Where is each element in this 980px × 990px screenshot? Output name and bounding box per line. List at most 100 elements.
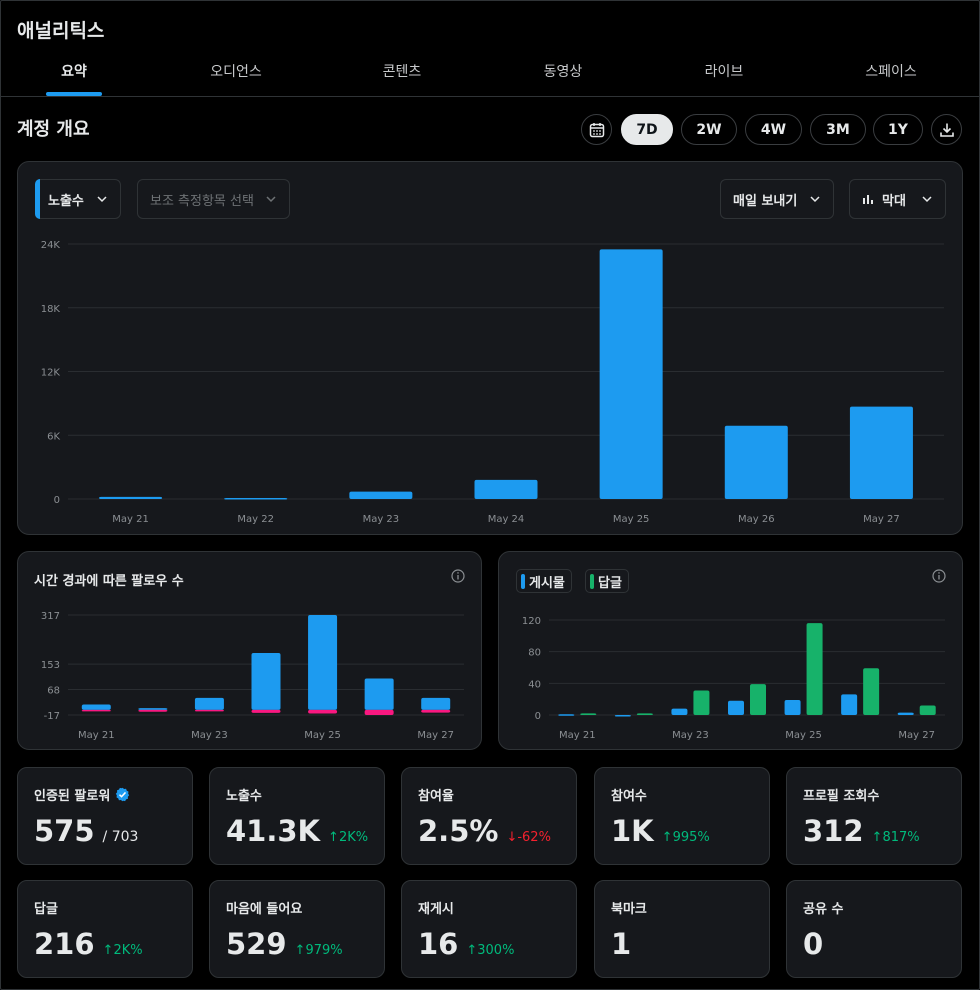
calendar-button[interactable]: [581, 114, 612, 145]
stat-value-row: 2.5% ↓-62%: [418, 814, 551, 848]
stat-value-row: 529 ↑979%: [226, 927, 343, 961]
bar[interactable]: [728, 700, 744, 715]
bar[interactable]: [224, 497, 288, 500]
bar[interactable]: [849, 406, 913, 499]
legend-posts[interactable]: 게시물: [516, 569, 572, 593]
bar[interactable]: [841, 694, 858, 715]
stat-value-row: 0: [803, 927, 823, 961]
tab-spaces[interactable]: 스페이스: [841, 52, 941, 96]
y-tick-label: 120: [522, 616, 541, 627]
stat-card[interactable]: 북마크 1: [594, 880, 770, 978]
tab-audience[interactable]: 오디언스: [186, 52, 286, 96]
bar[interactable]: [421, 697, 451, 710]
info-icon[interactable]: [451, 569, 465, 583]
range-2w-button[interactable]: 2W: [681, 114, 737, 145]
y-tick-label: 40: [528, 679, 541, 690]
bar[interactable]: [784, 699, 801, 715]
x-tick-label: May 21: [112, 514, 149, 525]
download-button[interactable]: [931, 114, 962, 145]
stat-label: 북마크: [611, 898, 647, 917]
stat-delta-value: 2K%: [113, 943, 143, 958]
bar[interactable]: [99, 496, 163, 499]
bar[interactable]: [636, 713, 653, 715]
bar[interactable]: [364, 709, 394, 715]
bar[interactable]: [693, 690, 710, 715]
y-tick-label: -17: [44, 711, 60, 722]
bar[interactable]: [863, 668, 880, 715]
stat-card[interactable]: 재게시 16 ↑300%: [401, 880, 577, 978]
secondary-metric-dropdown[interactable]: 보조 측정항목 선택: [137, 179, 290, 219]
primary-metric-dropdown[interactable]: 노출수: [35, 179, 121, 219]
main-chart-card: 노출수 보조 측정항목 선택 매일 보내기 막대 0 6K 12K 18K 24K May…: [17, 161, 963, 535]
stat-value: 41.3K: [226, 814, 321, 848]
metric-color-marker: [35, 179, 40, 219]
bar[interactable]: [81, 704, 111, 710]
verified-badge-icon: [116, 787, 130, 802]
bar[interactable]: [349, 491, 413, 499]
bar[interactable]: [919, 705, 936, 716]
tab-video[interactable]: 동영상: [513, 52, 613, 96]
bar[interactable]: [308, 709, 338, 714]
chart-type-dropdown[interactable]: 막대: [849, 179, 946, 219]
stat-card[interactable]: 공유 수 0: [786, 880, 962, 978]
bar[interactable]: [81, 709, 111, 712]
stat-card[interactable]: 프로필 조회수 312 ↑817%: [786, 767, 962, 865]
bar-chart-icon: [863, 195, 873, 204]
bar[interactable]: [599, 249, 663, 499]
y-tick-label: 80: [528, 648, 541, 659]
stat-label-text: 재게시: [418, 902, 454, 917]
bar[interactable]: [558, 714, 575, 716]
stat-label: 노출수: [226, 785, 262, 804]
stat-value: 575: [34, 814, 95, 848]
y-tick-label: 0: [535, 711, 541, 722]
stat-card[interactable]: 마음에 들어요 529 ↑979%: [209, 880, 385, 978]
bar[interactable]: [474, 479, 538, 499]
bar[interactable]: [364, 678, 394, 710]
bar[interactable]: [308, 615, 338, 710]
stat-label: 답글: [34, 898, 58, 917]
tab-content[interactable]: 콘텐츠: [352, 52, 452, 96]
bar[interactable]: [194, 709, 224, 712]
stat-card[interactable]: 인증된 팔로워 575 / 703: [17, 767, 193, 865]
bar[interactable]: [724, 425, 788, 499]
range-3m-button[interactable]: 3M: [810, 114, 866, 145]
bar[interactable]: [251, 653, 281, 710]
y-tick-label: 12K: [41, 368, 61, 379]
info-icon[interactable]: [932, 569, 946, 583]
bar[interactable]: [750, 684, 766, 715]
bar[interactable]: [138, 709, 168, 712]
stat-value-row: 312 ↑817%: [803, 814, 920, 848]
legend-replies-swatch: [590, 574, 594, 589]
range-1y-button[interactable]: 1Y: [873, 114, 923, 145]
bar[interactable]: [580, 713, 597, 715]
tab-live[interactable]: 라이브: [674, 52, 774, 96]
bar[interactable]: [194, 697, 224, 710]
x-tick-label: May 23: [191, 730, 228, 741]
stat-card[interactable]: 참여수 1K ↑995%: [594, 767, 770, 865]
bar[interactable]: [671, 708, 688, 715]
bar[interactable]: [251, 709, 281, 713]
range-7d-button[interactable]: 7D: [621, 114, 673, 145]
range-4w-button[interactable]: 4W: [745, 114, 802, 145]
bar[interactable]: [138, 708, 168, 710]
tab-summary[interactable]: 요약: [24, 52, 124, 96]
bar[interactable]: [806, 623, 823, 715]
bar[interactable]: [421, 709, 451, 713]
export-dropdown[interactable]: 매일 보내기: [720, 179, 834, 219]
bar[interactable]: [614, 715, 631, 717]
x-tick-label: May 25: [785, 730, 822, 741]
stat-delta: ↓-62%: [506, 830, 551, 845]
x-tick-label: May 22: [237, 514, 274, 525]
legend-replies-label: 답글: [598, 575, 622, 591]
tab-label: 콘텐츠: [382, 64, 422, 80]
stat-card[interactable]: 답글 216 ↑2K%: [17, 880, 193, 978]
stat-label: 프로필 조회수: [803, 785, 879, 804]
legend-replies[interactable]: 답글: [585, 569, 629, 593]
bar[interactable]: [897, 712, 914, 715]
stat-delta-value: 2K%: [338, 830, 369, 845]
stat-label-text: 마음에 들어요: [226, 902, 303, 917]
stat-label-text: 노출수: [226, 789, 262, 804]
stat-card[interactable]: 참여율 2.5% ↓-62%: [401, 767, 577, 865]
stat-card[interactable]: 노출수 41.3K ↑2K%: [209, 767, 385, 865]
stat-value: 1K: [611, 814, 654, 848]
